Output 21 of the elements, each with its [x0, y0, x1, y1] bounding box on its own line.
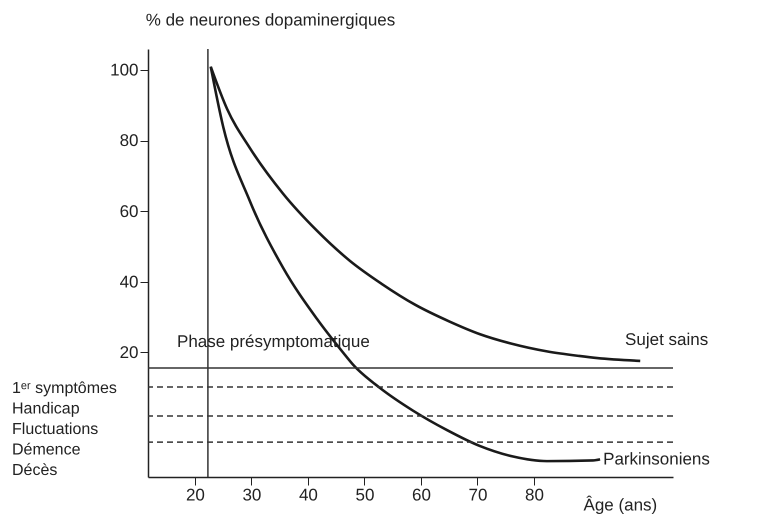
text: 1ᵉʳ symptômes — [12, 380, 117, 397]
y-tick-label: 100 — [110, 60, 138, 80]
text: Fluctuations — [12, 421, 98, 438]
x-axis-title: Âge (ans) — [584, 496, 658, 514]
series-label: Parkinsoniens — [603, 449, 710, 468]
y-tick-label: 80 — [120, 131, 138, 150]
text: Décès — [12, 462, 58, 479]
x-tick-label: 20 — [186, 486, 205, 504]
x-tick-label: 30 — [242, 486, 262, 504]
x-tick-label: 40 — [298, 486, 318, 504]
x-tick-label: 50 — [355, 486, 374, 504]
text: Handicap — [12, 400, 80, 418]
y-axis-title: % de neurones dopaminergiques — [146, 10, 396, 30]
y-tick-label: 60 — [120, 202, 138, 221]
y-tick-label: 20 — [120, 342, 138, 362]
y-tick-label: 40 — [120, 272, 138, 292]
text: Démence — [12, 442, 81, 458]
series-label: Sujet sains — [625, 330, 708, 349]
x-tick-label: 80 — [525, 486, 544, 504]
x-tick-label: 70 — [468, 486, 488, 504]
x-tick-label: 60 — [412, 486, 431, 504]
